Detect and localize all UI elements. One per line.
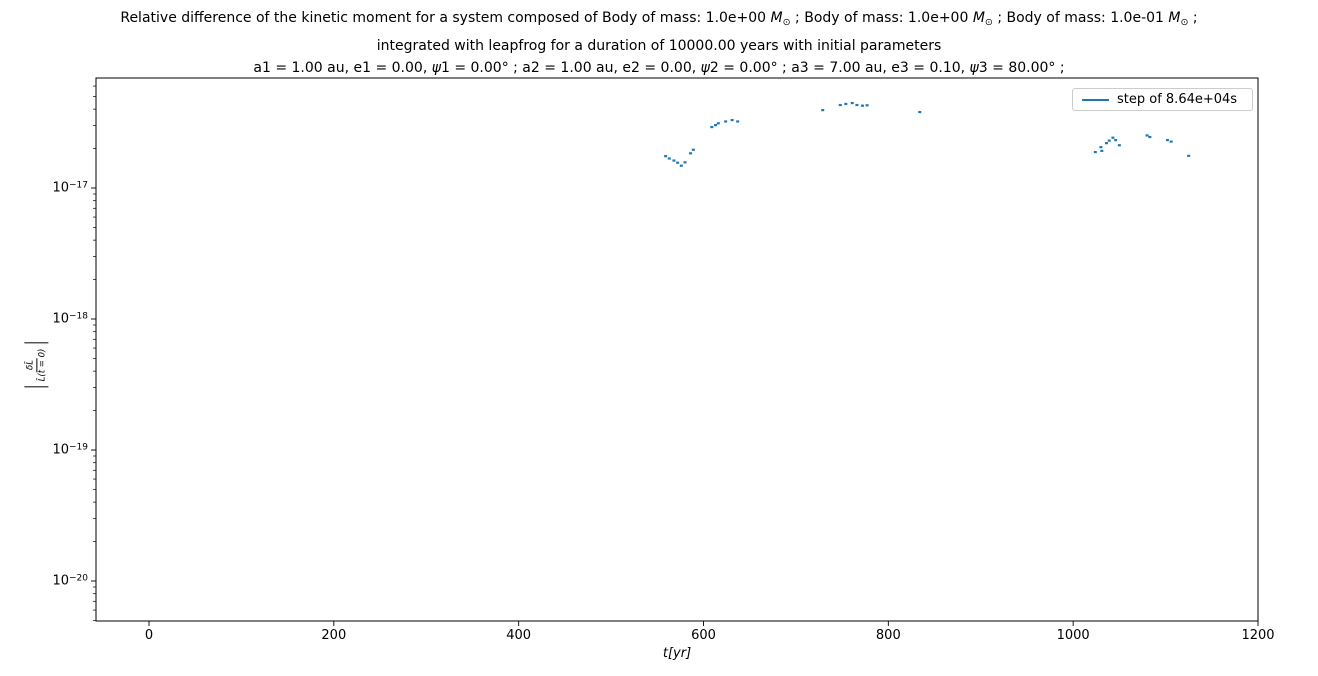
data-point (724, 120, 728, 123)
title-segment: Relative difference of the kinetic momen… (120, 10, 771, 26)
title-segment: a1 = 1.00 au, e1 = 0.00, (253, 60, 432, 76)
x-tick-label: 800 (875, 628, 901, 643)
title-segment: ⊙ (782, 17, 791, 28)
chart-title-line-2: integrated with leapfrog for a duration … (0, 35, 1318, 58)
title-segment: ψ (431, 60, 441, 76)
title-segment: ⊙ (984, 17, 993, 28)
data-point (714, 124, 718, 127)
y-axis-label-fraction: δL̄ L̄(t = 0) (24, 342, 49, 388)
data-point (1114, 139, 1118, 142)
title-segment: ψ (700, 60, 710, 76)
title-segment: ; (1188, 10, 1198, 26)
x-tick-label: 1200 (1241, 628, 1275, 643)
y-tick-label: 10−20 (52, 573, 88, 589)
y-axis-label-denominator: L̄(t = 0) (37, 348, 47, 382)
plot-border (95, 77, 1259, 622)
y-axis-label-numerator: δL̄ (25, 358, 37, 372)
data-point (667, 157, 671, 160)
data-point (1107, 139, 1111, 142)
x-tick-label: 200 (321, 628, 347, 643)
legend: step of 8.64e+04s (1072, 88, 1253, 111)
data-point (664, 155, 668, 158)
data-point (821, 109, 825, 112)
data-point (855, 103, 859, 107)
data-point (1104, 142, 1108, 145)
data-point (672, 159, 676, 162)
data-point (736, 120, 740, 123)
title-segment: M (972, 10, 985, 26)
data-point (710, 125, 714, 129)
title-segment: 3 = 80.00° ; (978, 60, 1065, 76)
data-point (850, 101, 854, 105)
title-segment: ; Body of mass: 1.0e-01 (992, 10, 1169, 26)
data-point (1165, 139, 1169, 142)
title-segment: M (770, 10, 783, 26)
data-point (1100, 149, 1104, 152)
legend-label: step of 8.64e+04s (1117, 92, 1238, 107)
data-point (1117, 144, 1121, 147)
title-segment: 1 = 0.00° ; a2 = 1.00 au, e2 = 0.00, (440, 60, 701, 76)
data-point (838, 103, 842, 107)
data-point (1111, 136, 1115, 139)
data-point (716, 122, 720, 125)
chart-title-line-3: a1 = 1.00 au, e1 = 0.00, ψ1 = 0.00° ; a2… (0, 57, 1318, 80)
data-point (1187, 154, 1191, 157)
data-point (860, 104, 864, 107)
chart-title-line-1: Relative difference of the kinetic momen… (0, 7, 1318, 35)
x-axis-label: t[yr] (662, 646, 692, 661)
title-segment: ⊙ (1180, 17, 1189, 28)
data-point (1145, 134, 1149, 137)
data-point (689, 152, 693, 155)
y-tick-label: 10−17 (52, 180, 88, 196)
data-point (1093, 150, 1097, 154)
legend-line-sample (1082, 98, 1109, 101)
y-tick-label: 10−19 (52, 442, 88, 458)
title-segment: ; Body of mass: 1.0e+00 (790, 10, 973, 26)
x-tick-label: 1000 (1056, 628, 1090, 643)
x-tick-label: 600 (691, 628, 716, 643)
title-segment: ψ (969, 60, 979, 76)
data-point (844, 102, 848, 106)
data-point (730, 118, 734, 122)
data-point (683, 161, 687, 164)
x-tick-label: 0 (144, 628, 154, 643)
data-point (1099, 146, 1103, 149)
x-tick-label: 400 (506, 628, 532, 643)
data-point (865, 104, 869, 107)
data-point (691, 148, 695, 151)
data-point (1169, 140, 1173, 143)
data-point (676, 161, 680, 164)
data-point (918, 110, 922, 114)
title-segment: integrated with leapfrog for a duration … (376, 37, 942, 54)
y-axis-label: δL̄ L̄(t = 0) (17, 342, 49, 388)
data-point (1148, 135, 1152, 139)
data-point (679, 164, 683, 167)
title-segment: 2 = 0.00° ; a3 = 7.00 au, e3 = 0.10, (709, 60, 970, 76)
y-tick-label: 10−18 (52, 311, 88, 327)
chart-title: Relative difference of the kinetic momen… (0, 7, 1318, 80)
title-segment: M (1168, 10, 1181, 26)
